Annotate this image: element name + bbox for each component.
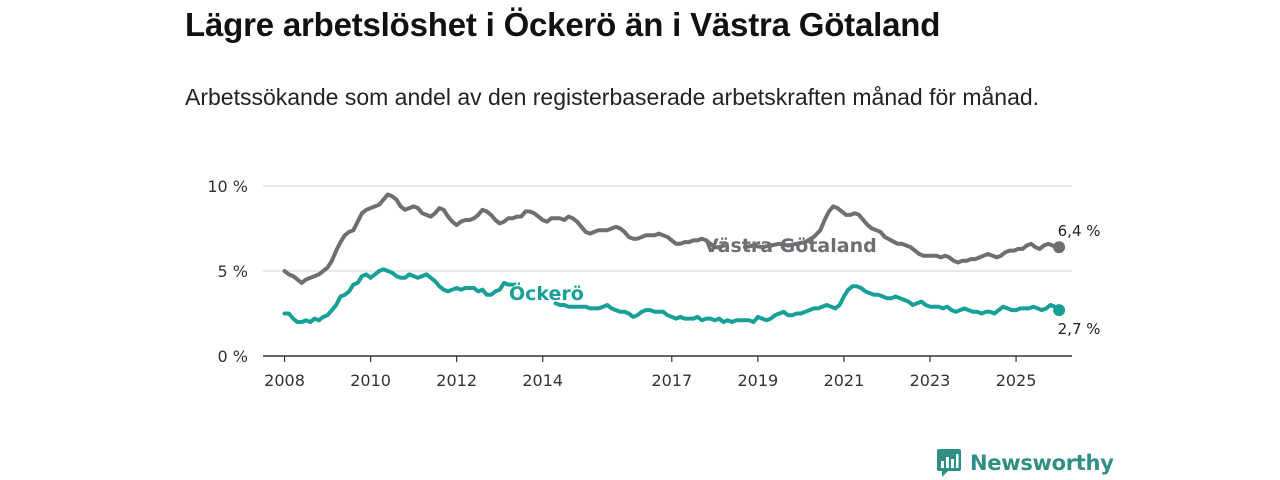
y-tick-label: 0 % xyxy=(218,347,248,366)
x-tick-label: 2017 xyxy=(651,371,692,390)
series-line-0 xyxy=(743,204,1062,265)
series-label-ockero: Öckerö xyxy=(509,281,584,305)
y-tick-label: 5 % xyxy=(218,262,248,281)
series-end-point xyxy=(1053,304,1066,317)
grid-lines xyxy=(263,185,1072,272)
y-axis-ticks: 0 % 5 % 10 % xyxy=(207,177,248,366)
bar-chart-logo-icon xyxy=(937,449,961,477)
x-tick-label: 2019 xyxy=(738,371,779,390)
chart-subtitle: Arbetssökande som andel av den registerb… xyxy=(185,84,1040,110)
series-lines xyxy=(282,192,1066,324)
y-tick-label: 10 % xyxy=(207,177,248,196)
newsworthy-logo: Newsworthy xyxy=(936,448,1114,478)
chart-title: Lägre arbetslöshet i Öckerö än i Västra … xyxy=(185,6,941,43)
x-tick-label: 2012 xyxy=(436,371,477,390)
series-line-0 xyxy=(282,192,726,285)
x-tick-label: 2023 xyxy=(910,371,951,390)
x-tick-label: 2014 xyxy=(522,371,563,390)
x-tick-label: 2008 xyxy=(264,371,305,390)
series-end-point xyxy=(1053,241,1066,254)
x-tick-label: 2010 xyxy=(350,371,391,390)
x-tick-label: 2021 xyxy=(824,371,865,390)
series-label-vastra-gotaland: Västra Götaland xyxy=(704,235,877,257)
series-line-1 xyxy=(282,267,515,324)
end-value-label-vastra-gotaland: 6,4 % xyxy=(1058,222,1101,240)
x-axis-ticks: 2008 2010 2012 2014 2017 2019 2021 2023 2025 xyxy=(264,356,1036,390)
end-value-label-ockero: 2,7 % xyxy=(1058,320,1101,338)
series-labels: Västra Götaland Öckerö 6,4 % 2,7 % xyxy=(509,222,1101,338)
series-line-1 xyxy=(553,284,1062,324)
brand-name: Newsworthy xyxy=(970,451,1114,475)
x-tick-label: 2025 xyxy=(996,371,1037,390)
